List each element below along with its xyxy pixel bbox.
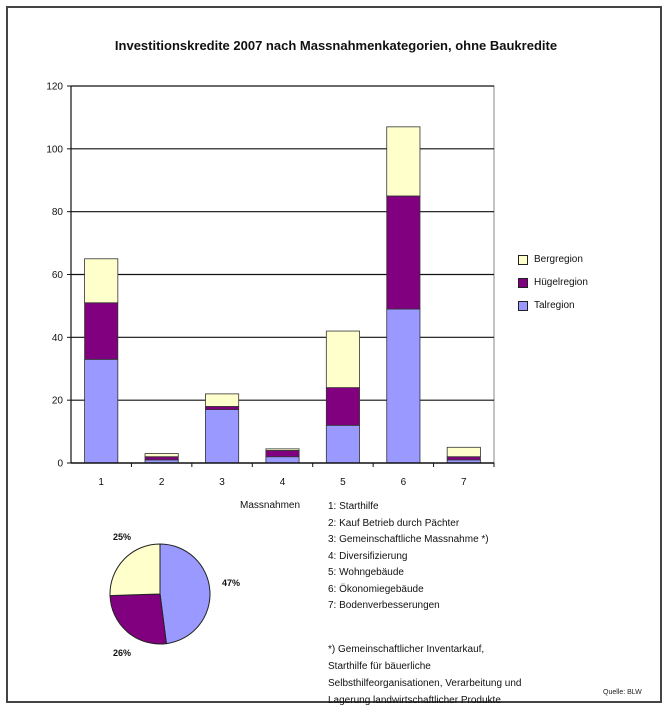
bar-segment-hgelregion-1: [84, 302, 119, 360]
legend-item-huegelregion: Hügelregion: [518, 271, 588, 294]
pie-label-3: 25%: [113, 532, 131, 542]
measure-item-1: 1: Starthilfe: [328, 501, 379, 512]
chart-frame: Investitionskredite 2007 nach Massnahmen…: [6, 6, 662, 706]
bar-segment-bergregion-5: [325, 330, 360, 388]
bar-segment-hgelregion-2: [144, 456, 179, 461]
x-tick-label-4: 4: [280, 477, 286, 488]
x-tick-label-1: 1: [98, 477, 104, 488]
measure-item-2: 2: Kauf Betrieb durch Pächter: [328, 517, 460, 529]
legend-item-bergregion: Bergregion: [518, 248, 588, 271]
footnote-line-2: Starthilfe für bäuerliche: [328, 661, 431, 672]
x-tick-label-2: 2: [159, 477, 165, 488]
legend-label-talregion: Talregion: [534, 300, 575, 311]
legend-item-talregion: Talregion: [518, 294, 588, 317]
bar-segment-bergregion-3: [205, 393, 240, 407]
grid-lines: [70, 85, 495, 464]
x-tick-label-6: 6: [401, 477, 407, 488]
footnote-line-4: Lagerung landwirtschaftlicher Produkte: [328, 695, 501, 706]
footnote: *) Gemeinschaftlicher Inventarkauf, Star…: [328, 641, 588, 709]
bar-segment-talregion-1: [84, 358, 119, 464]
measure-item-7: 7: Bodenverbesserungen: [328, 600, 440, 611]
bar-segment-hgelregion-7: [446, 456, 481, 461]
bar-segment-bergregion-4: [265, 448, 300, 451]
y-tick-label: 40: [52, 333, 64, 344]
legend-label-bergregion: Bergregion: [534, 254, 583, 265]
x-tick-label-5: 5: [340, 477, 346, 488]
bar-segment-hgelregion-5: [325, 387, 360, 426]
pie-slice-2: [109, 593, 167, 645]
bar-segment-bergregion-2: [144, 453, 179, 458]
bar-segment-talregion-4: [265, 456, 300, 464]
chart-title: Investitionskredite 2007 nach Massnahmen…: [114, 38, 558, 53]
bar-segment-hgelregion-3: [205, 406, 240, 410]
y-tick-label: 60: [52, 270, 64, 281]
x-tick-label-3: 3: [219, 477, 225, 488]
legend-swatch-bergregion: [518, 254, 528, 265]
bar-segment-talregion-6: [386, 308, 421, 464]
bars: [84, 126, 481, 464]
y-tick-label: 0: [57, 459, 63, 470]
bar-segment-bergregion-6: [386, 126, 421, 197]
legend-swatch-huegelregion: [518, 277, 528, 288]
axes: 0 20 40 60 80 100 120 1 2 3 4 5 6 7: [46, 82, 495, 488]
bar-segment-bergregion-1: [84, 258, 119, 304]
y-tick-label: 20: [52, 396, 64, 407]
legend-swatch-talregion: [518, 300, 528, 311]
footnote-line-1: *) Gemeinschaftlicher Inventarkauf,: [328, 644, 485, 655]
x-axis-label: Massnahmen: [240, 500, 301, 511]
pie-slice-1: [159, 543, 211, 645]
measure-item-3: 3: Gemeinschaftliche Massnahme *): [328, 534, 489, 545]
pie-label-1: 47%: [222, 578, 240, 588]
measures-list: 1: Starthilfe 2: Kauf Betrieb durch Päch…: [328, 499, 489, 615]
y-tick-label: 100: [46, 144, 63, 155]
legend-label-huegelregion: Hügelregion: [534, 277, 588, 288]
measure-item-4: 4: Diversifizierung: [328, 550, 408, 562]
bar-segment-talregion-3: [205, 409, 240, 464]
y-tick-label: 80: [52, 207, 64, 218]
source-note: Quelle: BLW: [603, 689, 642, 696]
legend: Bergregion Hügelregion Talregion: [518, 248, 588, 317]
pie-slice-3: [109, 543, 161, 597]
pie-chart: 47% 26% 25%: [109, 532, 240, 658]
chart-canvas: 0 20 40 60 80 100 120 1 2 3 4 5 6 7 47% 26% 25%: [46, 82, 495, 658]
bar-segment-bergregion-7: [446, 446, 481, 458]
bar-segment-hgelregion-4: [265, 450, 300, 458]
x-tick-label-7: 7: [461, 477, 467, 488]
bar-segment-talregion-5: [325, 424, 360, 464]
measure-item-5: 5: Wohngebäude: [328, 567, 404, 578]
y-tick-label: 120: [46, 82, 63, 93]
pie-label-2: 26%: [113, 648, 131, 658]
footnote-line-3: Selbsthilfeorganisationen, Verarbeitung …: [328, 678, 522, 689]
bar-segment-hgelregion-6: [386, 195, 421, 310]
measure-item-6: 6: Ökonomiegebäude: [328, 583, 424, 595]
